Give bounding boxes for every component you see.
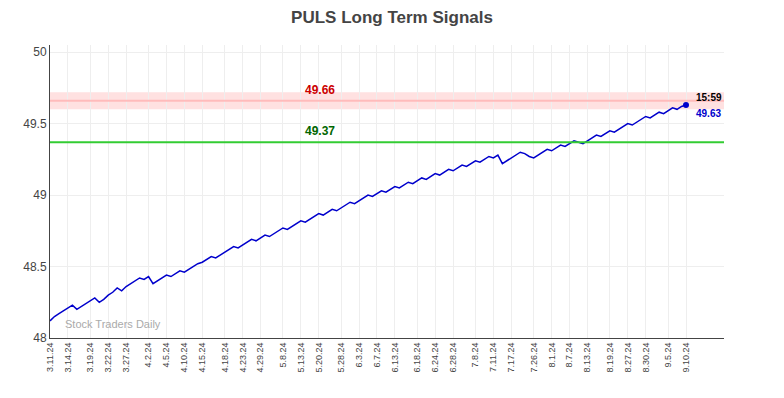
svg-text:49.63: 49.63 — [696, 108, 721, 119]
svg-text:50: 50 — [33, 45, 47, 59]
svg-text:3.14.24: 3.14.24 — [63, 343, 73, 373]
svg-text:3.27.24: 3.27.24 — [121, 343, 131, 373]
svg-text:5.28.24: 5.28.24 — [336, 343, 346, 373]
svg-text:3.19.24: 3.19.24 — [85, 343, 95, 373]
svg-text:Stock Traders Daily: Stock Traders Daily — [65, 318, 161, 330]
svg-text:48.5: 48.5 — [23, 260, 47, 274]
svg-text:8.27.24: 8.27.24 — [623, 343, 633, 373]
svg-text:9.10.24: 9.10.24 — [681, 343, 691, 373]
svg-text:3.11.24: 3.11.24 — [45, 343, 55, 372]
svg-text:7.11.24: 7.11.24 — [488, 343, 498, 372]
svg-text:6.24.24: 6.24.24 — [430, 343, 440, 373]
svg-text:6.28.24: 6.28.24 — [448, 343, 458, 373]
svg-text:4.5.24: 4.5.24 — [161, 343, 171, 368]
svg-text:7.26.24: 7.26.24 — [529, 343, 539, 373]
svg-text:8.7.24: 8.7.24 — [564, 343, 574, 368]
svg-text:8.30.24: 8.30.24 — [641, 343, 651, 373]
svg-text:8.19.24: 8.19.24 — [605, 343, 615, 373]
svg-text:6.7.24: 6.7.24 — [372, 343, 382, 368]
svg-text:49.5: 49.5 — [23, 117, 47, 131]
svg-text:5.20.24: 5.20.24 — [314, 343, 324, 373]
svg-text:6.3.24: 6.3.24 — [354, 343, 364, 368]
svg-text:8.13.24: 8.13.24 — [582, 343, 592, 373]
svg-text:4.23.24: 4.23.24 — [238, 343, 248, 373]
svg-text:7.8.24: 7.8.24 — [470, 343, 480, 368]
svg-text:4.10.24: 4.10.24 — [179, 343, 189, 373]
svg-text:4.18.24: 4.18.24 — [220, 343, 230, 373]
svg-text:9.5.24: 9.5.24 — [663, 343, 673, 368]
svg-text:7.17.24: 7.17.24 — [506, 343, 516, 373]
svg-text:4.29.24: 4.29.24 — [255, 343, 265, 373]
svg-text:49.66: 49.66 — [305, 83, 335, 97]
svg-text:3.22.24: 3.22.24 — [103, 343, 113, 373]
svg-text:4.15.24: 4.15.24 — [197, 343, 207, 373]
svg-text:49: 49 — [33, 188, 47, 202]
svg-text:PULS Long Term Signals: PULS Long Term Signals — [291, 8, 493, 27]
svg-text:5.8.24: 5.8.24 — [278, 343, 288, 368]
svg-text:15:59: 15:59 — [696, 92, 722, 103]
svg-text:6.18.24: 6.18.24 — [412, 343, 422, 373]
svg-text:4.2.24: 4.2.24 — [143, 343, 153, 368]
svg-text:6.13.24: 6.13.24 — [390, 343, 400, 373]
svg-text:49.37: 49.37 — [305, 124, 335, 138]
svg-text:8.1.24: 8.1.24 — [547, 343, 557, 368]
svg-text:48: 48 — [33, 331, 47, 345]
svg-text:5.13.24: 5.13.24 — [296, 343, 306, 373]
